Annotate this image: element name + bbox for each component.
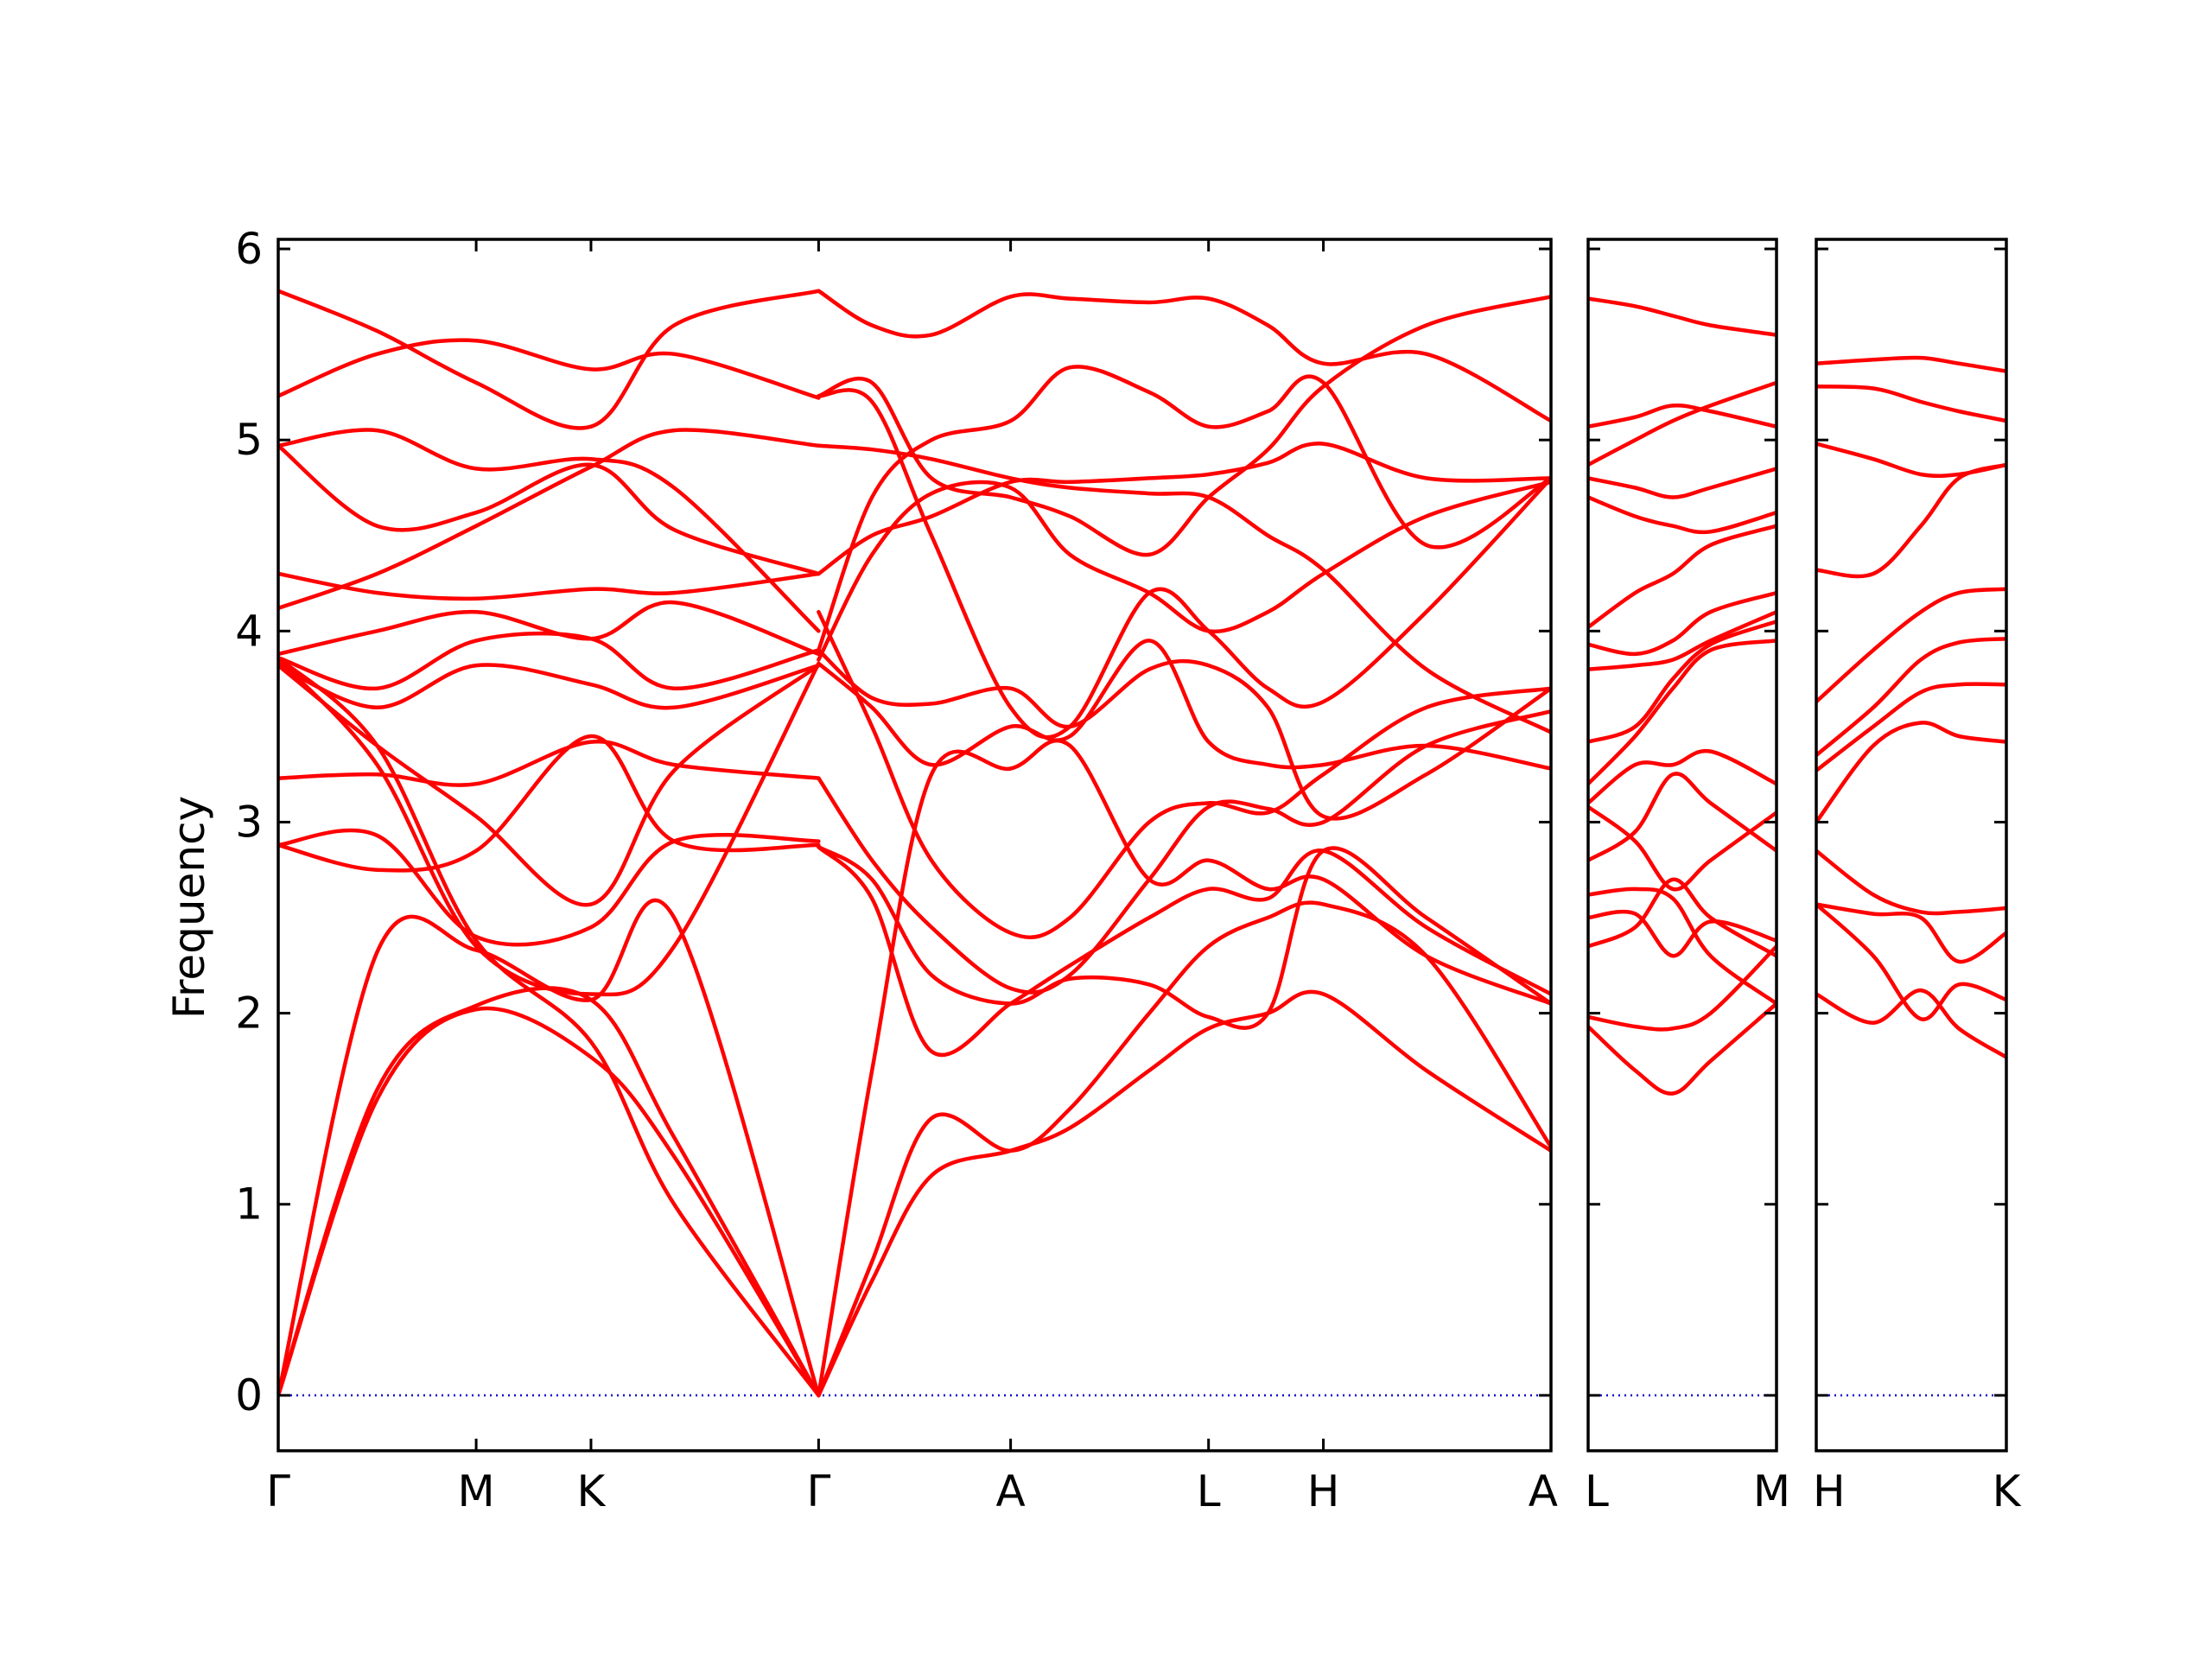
x-tick-label: M [458,1466,495,1516]
band-line [278,739,821,787]
plot-frame [1586,238,1778,1452]
band-line [1816,636,2006,758]
plot-frame [276,238,1553,1452]
x-tick-label: L [1585,1466,1609,1516]
band-line [1588,887,1777,1006]
x-tick-label: M [1753,1466,1790,1516]
band-line [1588,609,1777,671]
band-line [1588,590,1777,657]
band-line [278,656,821,1398]
band-line [817,738,1551,1398]
band-line [278,986,821,1398]
band-line [278,443,821,576]
y-tick-label: 2 [235,988,263,1039]
y-tick-label: 1 [235,1179,263,1230]
band-line [278,338,821,400]
y-tick-labels: 0 1 2 3 4 5 6 [235,224,263,1421]
band-lines [278,289,1551,1398]
band-line [1816,682,2006,773]
band-line [1588,296,1777,337]
band-line [817,648,1551,821]
band-line [1816,988,2006,1059]
band-line [278,289,821,430]
band-line [1588,1001,1777,1096]
y-axis-label: Frequency [164,796,214,1019]
band-line [1816,385,2006,423]
x-tick-label: H [1307,1466,1340,1516]
band-line [278,734,821,873]
x-tick-label: A [1529,1466,1558,1516]
band-line [1816,587,2006,704]
band-lines [1588,296,1777,1096]
band-line [1816,442,2006,479]
x-tick-label: L [1197,1466,1221,1516]
y-tick-label: 6 [235,224,263,274]
x-tick-label: Γ [266,1466,290,1516]
band-line [817,844,1551,1030]
band-line [1588,639,1777,786]
band-line [1816,721,2006,824]
y-tick-label: 5 [235,415,263,465]
band-line [278,600,821,657]
plot-frame [1815,238,2008,1452]
band-line [1816,902,2006,1021]
band-line [817,844,1551,1058]
band-line [1588,380,1777,467]
band-line [1588,467,1777,499]
band-line [1588,620,1777,744]
band-lines [1816,355,2006,1059]
y-tick-label: 4 [235,606,263,656]
x-tick-label: A [995,1466,1025,1516]
band-line [817,443,1551,734]
band-line [817,900,1551,1398]
band-line [817,989,1551,1398]
band-line [1588,804,1777,892]
band-line [1588,909,1777,958]
x-tick-label: K [577,1466,607,1516]
y-tick-label: 0 [235,1370,263,1421]
band-line [1588,877,1777,958]
band-line [817,365,1551,652]
band-line [278,571,821,601]
band-line [817,639,1551,771]
y-tick-label: 3 [235,797,263,847]
band-line [817,388,1551,740]
band-line [1816,355,2006,373]
band-line [278,658,821,997]
band-line [817,609,1551,940]
band-line [1588,772,1777,862]
band-line [278,428,821,633]
band-line [1816,849,2006,916]
x-tick-label: K [1993,1466,2022,1516]
band-line [817,709,1551,995]
band-line [278,631,821,691]
band-line [817,295,1551,557]
band-line [1588,748,1777,805]
band-line [278,1006,821,1398]
band-line [1588,495,1777,535]
band-line [1588,524,1777,630]
band-line [278,663,821,710]
x-tick-label: Γ [806,1466,830,1516]
band-line [278,828,821,947]
band-line [278,663,821,907]
x-tick-label: H [1813,1466,1846,1516]
band-line [1588,944,1777,1032]
band-line [1588,403,1777,429]
band-line [817,289,1551,423]
band-line [278,428,821,611]
band-line [1816,902,2006,964]
